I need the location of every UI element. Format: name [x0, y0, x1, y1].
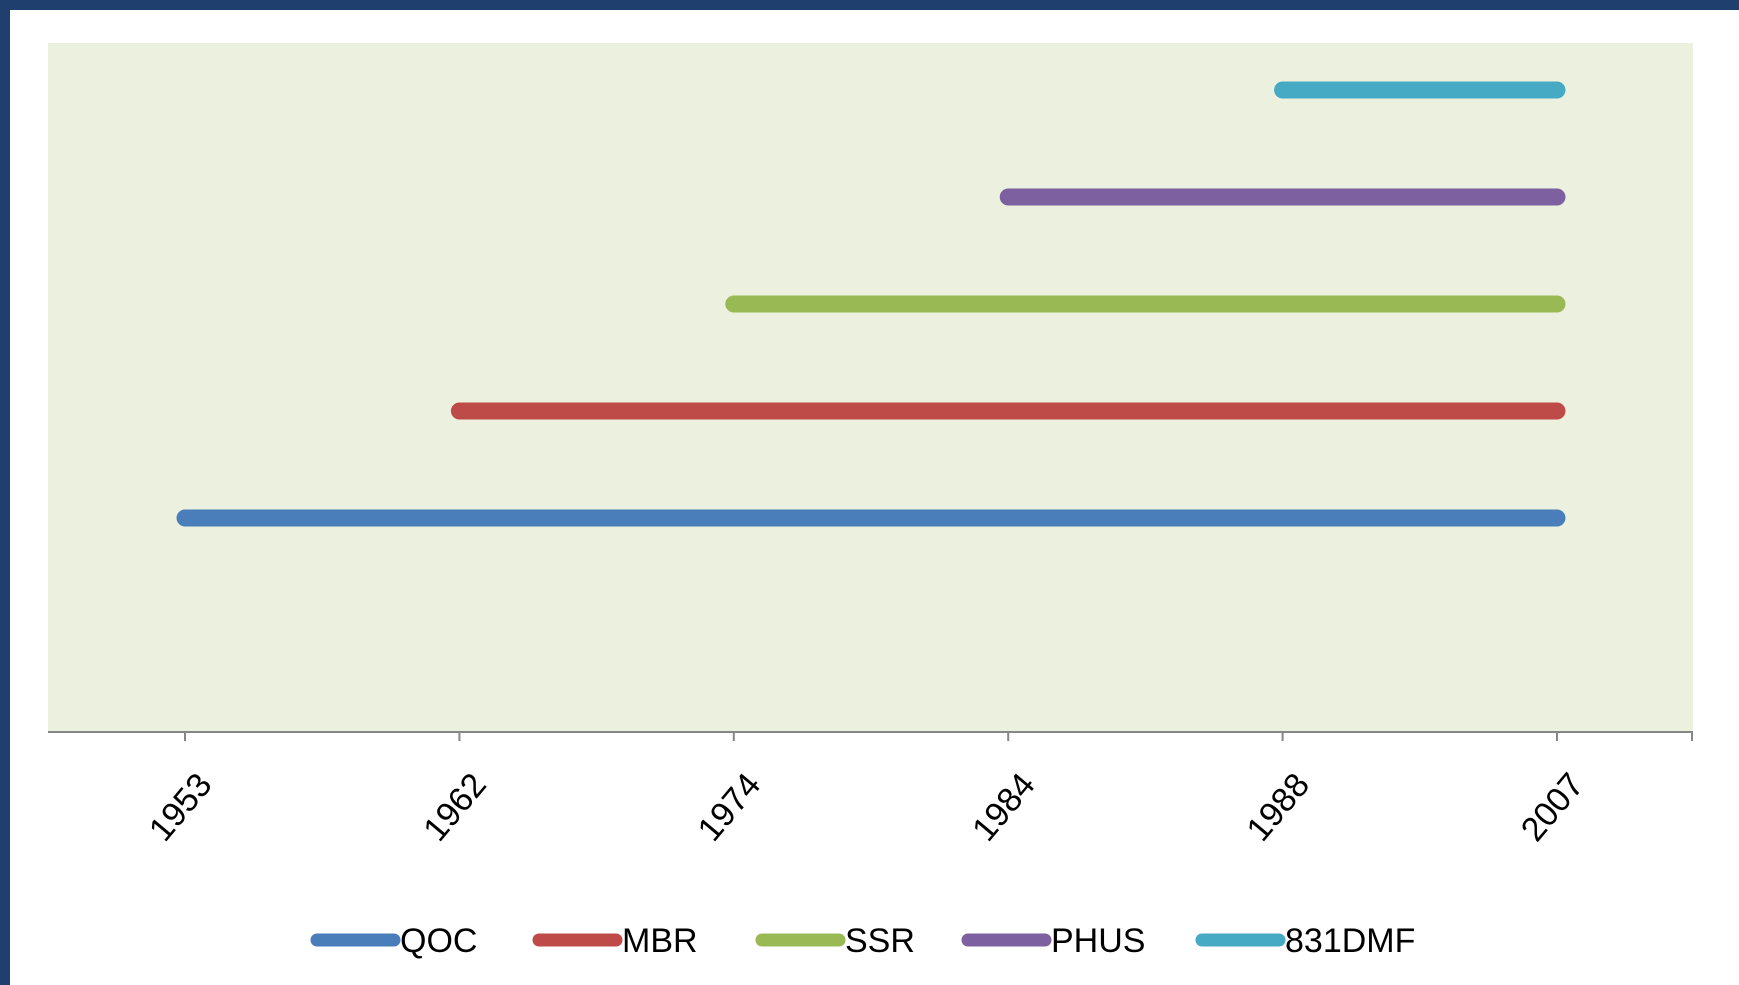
x-tick-label: 1953: [142, 766, 220, 848]
x-tick-label: 2007: [1514, 766, 1592, 848]
timeline-chart: 1953 1962 1974 1984 1988 2007 QOC MBR SSR PHUS 83…: [48, 43, 1693, 960]
x-tick-label: 1974: [691, 766, 769, 848]
series-layer: [176, 81, 1566, 527]
x-tick-label: 1988: [1239, 766, 1317, 848]
x-tick-label: 1984: [965, 766, 1043, 848]
legend-label-phus: PHUS: [1051, 922, 1145, 960]
x-axis: 1953 1962 1974 1984 1988 2007: [48, 731, 1693, 849]
legend-label-831dmf: 831DMF: [1285, 922, 1415, 960]
plot-area: [48, 43, 1693, 732]
chart-frame: 1953 1962 1974 1984 1988 2007 QOC MBR SSR PHUS 83…: [10, 10, 1739, 985]
legend-label-mbr: MBR: [622, 922, 698, 960]
legend-label-ssr: SSR: [845, 922, 915, 960]
legend: QOC MBR SSR PHUS 831DMF: [310, 922, 1415, 960]
legend-label-qoc: QOC: [400, 922, 477, 960]
x-tick-label: 1962: [416, 766, 494, 848]
